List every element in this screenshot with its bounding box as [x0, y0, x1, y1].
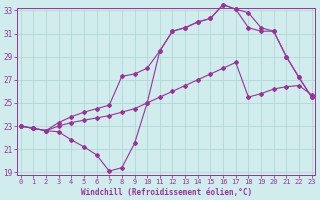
X-axis label: Windchill (Refroidissement éolien,°C): Windchill (Refroidissement éolien,°C) — [81, 188, 252, 197]
